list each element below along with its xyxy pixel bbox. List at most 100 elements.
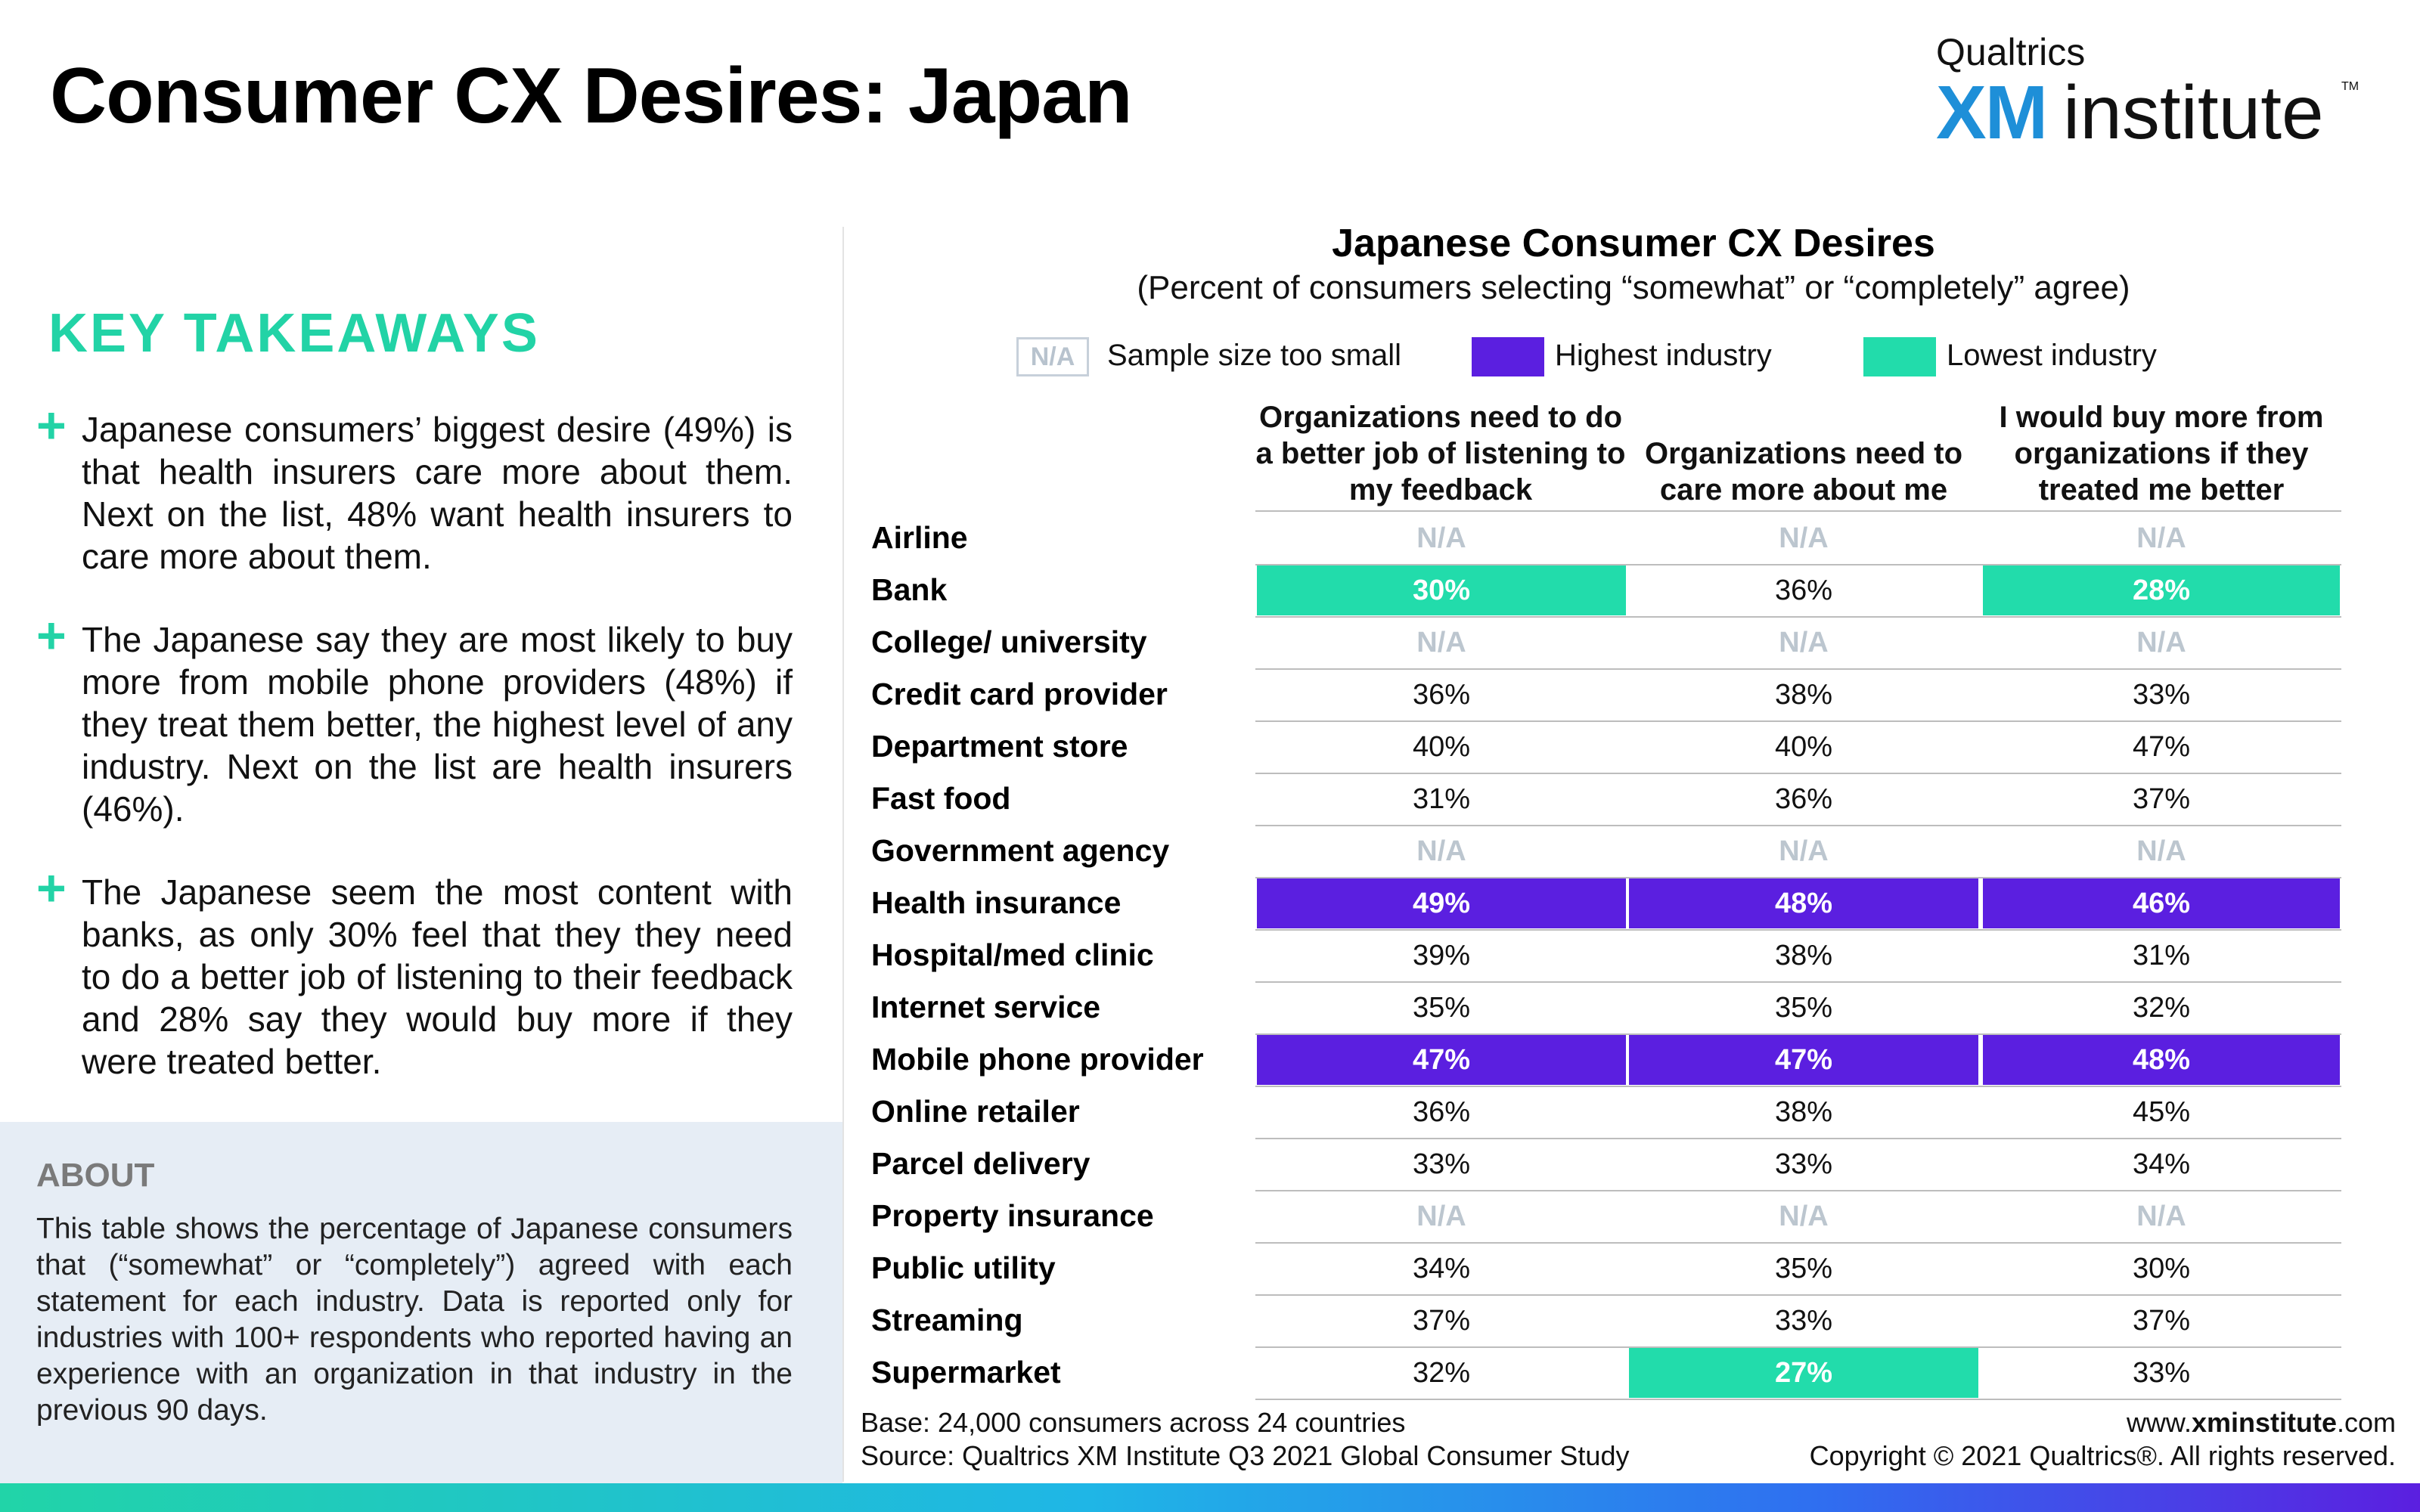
table-cell: 31% <box>2132 940 2191 971</box>
legend-high-label: Highest industry <box>1555 339 1772 372</box>
row-label: Public utility <box>871 1250 1056 1285</box>
row-divider <box>1255 1190 2341 1191</box>
table-cell: 36% <box>1412 679 1471 711</box>
table-cell: 46% <box>1983 878 2340 928</box>
row-label: Credit card provider <box>871 677 1168 711</box>
row-divider <box>1255 1138 2341 1139</box>
row-label: Department store <box>871 729 1128 764</box>
header-rule <box>1255 510 2341 512</box>
legend-low-label: Lowest industry <box>1947 339 2157 372</box>
row-divider <box>1255 929 2341 931</box>
row-label: Government agency <box>871 833 1170 868</box>
chart-subtitle: (Percent of consumers selecting “somewha… <box>1137 269 2130 306</box>
legend-na-swatch: N/A <box>1016 337 1089 376</box>
table-cell: N/A <box>2136 627 2186 658</box>
table-cell: 36% <box>1412 1096 1471 1128</box>
row-divider <box>1255 981 2341 983</box>
brand-gradient-bar <box>0 1483 2420 1512</box>
plus-icon: + <box>36 607 67 665</box>
table-cell: 33% <box>1774 1305 1833 1337</box>
row-label: Health insurance <box>871 885 1122 920</box>
table-cell: N/A <box>1779 627 1829 658</box>
table-cell: 45% <box>2132 1096 2191 1128</box>
row-divider <box>1255 616 2341 618</box>
table-cell: N/A <box>1416 1201 1466 1232</box>
about-heading: ABOUT <box>36 1157 155 1194</box>
table-cell: 40% <box>1412 731 1471 763</box>
chart-legend: N/A Sample size too small Highest indust… <box>0 333 2420 378</box>
table-cell: 37% <box>2132 1305 2191 1337</box>
table-cell: 32% <box>2132 992 2191 1024</box>
table-cell: 36% <box>1774 575 1833 606</box>
table-cell: N/A <box>1779 1201 1829 1232</box>
takeaway-item: + Japanese consumers’ biggest desire (49… <box>36 397 793 578</box>
about-text: This table shows the percentage of Japan… <box>36 1213 793 1427</box>
qualtrics-xm-institute-logo: Qualtrics XM institute TM <box>1936 30 2360 155</box>
table-cell: N/A <box>2136 1201 2186 1232</box>
takeaway-text: The Japanese say they are most likely to… <box>82 620 793 829</box>
row-divider <box>1255 877 2341 878</box>
table-cell: N/A <box>1416 627 1466 658</box>
table-cell: 33% <box>1412 1148 1471 1180</box>
footer-source-text: Source: Qualtrics XM Institute Q3 2021 G… <box>861 1440 1630 1471</box>
table-cell: 38% <box>1774 1096 1833 1128</box>
table-cell: 34% <box>1412 1253 1471 1284</box>
table-cell: 37% <box>1412 1305 1471 1337</box>
table-cell: 28% <box>1983 565 2340 615</box>
table-cell: 34% <box>2132 1148 2191 1180</box>
takeaway-item: + The Japanese seem the most content wit… <box>36 860 793 1083</box>
footer-url[interactable]: www.xminstitute.com <box>1810 1406 2396 1439</box>
key-takeaways-heading: KEY TAKEAWAYS <box>48 303 540 364</box>
section-divider <box>842 227 844 1482</box>
row-label: College/ university <box>871 624 1147 659</box>
row-label: Property insurance <box>871 1198 1154 1233</box>
row-divider <box>1255 1033 2341 1035</box>
row-label: Airline <box>871 520 968 555</box>
table-cell: N/A <box>1416 835 1466 867</box>
table-cell: 35% <box>1412 992 1471 1024</box>
takeaway-item: + The Japanese say they are most likely … <box>36 607 793 830</box>
row-divider <box>1255 720 2341 722</box>
table-cell: 49% <box>1257 878 1626 928</box>
footer-source: Base: 24,000 consumers across 24 countri… <box>861 1406 1629 1473</box>
row-divider <box>1255 825 2341 826</box>
row-label: Mobile phone provider <box>871 1042 1204 1077</box>
takeaway-text: The Japanese seem the most content with … <box>82 872 793 1081</box>
chart-title: Japanese Consumer CX Desires <box>1332 222 1935 265</box>
table-cell: 40% <box>1774 731 1833 763</box>
url-suffix: .com <box>2336 1407 2396 1438</box>
table-cell: 39% <box>1412 940 1471 971</box>
row-divider <box>1255 773 2341 774</box>
takeaway-text: Japanese consumers’ biggest desire (49%)… <box>82 410 793 576</box>
url-domain: xminstitute <box>2191 1407 2337 1438</box>
legend-low-swatch <box>1863 337 1936 376</box>
row-label: Bank <box>871 572 948 607</box>
row-divider <box>1255 668 2341 670</box>
table-cell: 47% <box>1629 1035 1978 1085</box>
table-cell: N/A <box>1416 522 1466 554</box>
column-header: Organizations need to do a better job of… <box>1255 401 1626 507</box>
logo-brand: Qualtrics <box>1936 31 2086 73</box>
table-cell: N/A <box>2136 522 2186 554</box>
logo-institute: institute <box>2063 70 2324 155</box>
table-cell: 33% <box>2132 1357 2191 1389</box>
footer-credits: www.xminstitute.com Copyright © 2021 Qua… <box>1810 1406 2396 1473</box>
table-cell: 47% <box>1257 1035 1626 1085</box>
table-cell: 35% <box>1774 992 1833 1024</box>
table-cell: 30% <box>1257 565 1626 615</box>
table-cell: 33% <box>1774 1148 1833 1180</box>
table-cell: N/A <box>1779 522 1829 554</box>
row-label: Parcel delivery <box>871 1146 1091 1181</box>
about-panel: ABOUT This table shows the percentage of… <box>0 1122 842 1483</box>
table-cell: 33% <box>2132 679 2191 711</box>
table-cell: N/A <box>1779 835 1829 867</box>
table-cell: 31% <box>1412 783 1471 815</box>
plus-icon: + <box>36 860 67 917</box>
table-cell: N/A <box>2136 835 2186 867</box>
table-cell: 48% <box>1629 878 1978 928</box>
footer-copyright: Copyright © 2021 Qualtrics®. All rights … <box>1809 1440 2396 1471</box>
table-cell: 38% <box>1774 940 1833 971</box>
row-label: Streaming <box>871 1303 1023 1337</box>
table-cell: 47% <box>2132 731 2191 763</box>
legend-high-swatch <box>1472 337 1544 376</box>
